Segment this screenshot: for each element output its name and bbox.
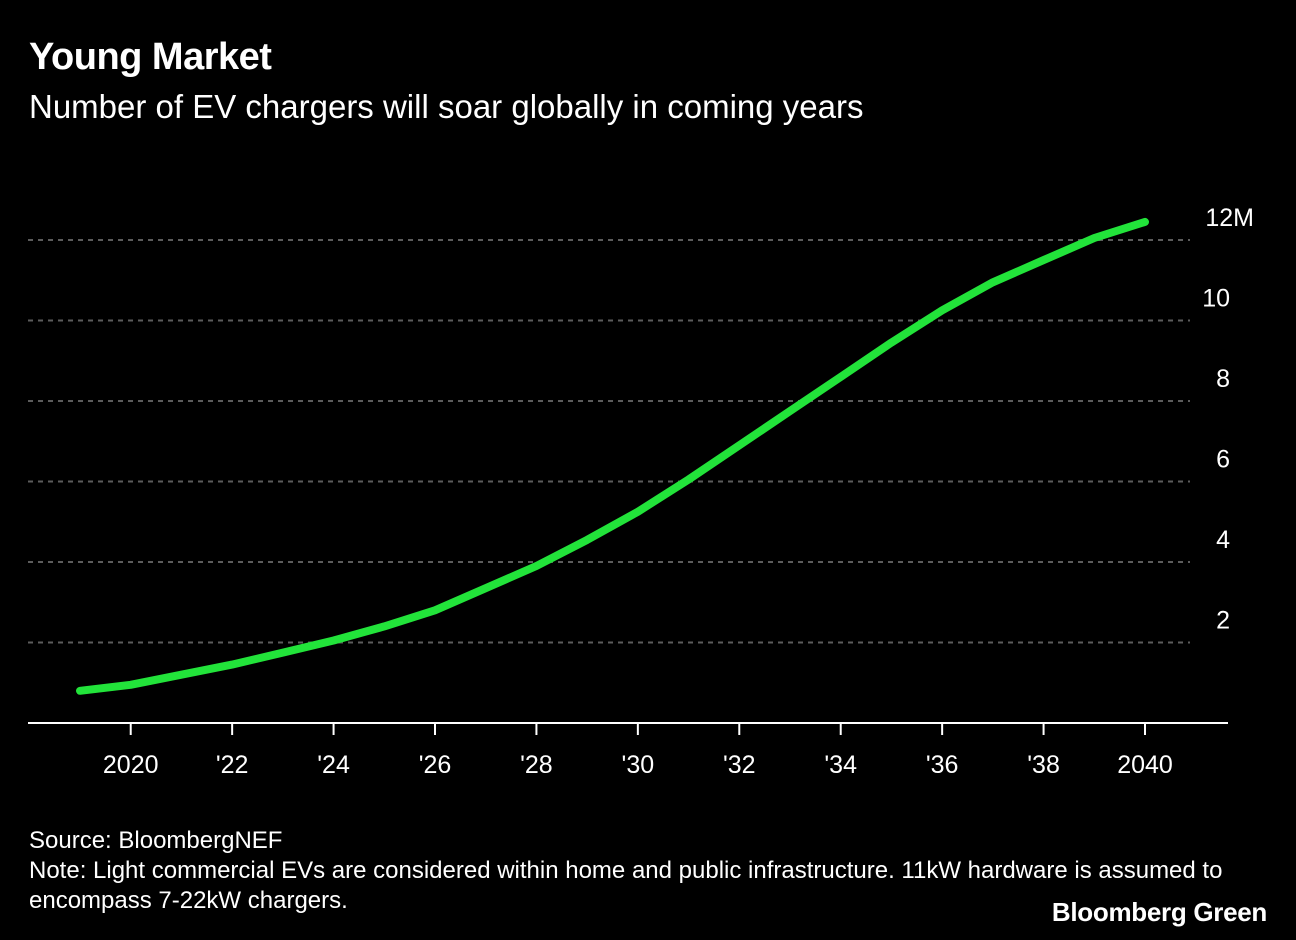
x-tick-label: 2020 xyxy=(103,751,159,779)
x-tick-label: '38 xyxy=(1027,751,1060,779)
y-tick-label: 10 xyxy=(1202,285,1230,313)
x-axis xyxy=(28,722,1228,735)
chart-title: Young Market xyxy=(29,36,272,78)
x-tick-label: '34 xyxy=(824,751,857,779)
x-tick-label: '22 xyxy=(216,751,249,779)
y-tick-label: 6 xyxy=(1216,446,1230,474)
series-line-0 xyxy=(76,217,1149,695)
x-axis-labels: 2020 '22 '24 '26 '28 '30 '32 '34 '36 '38 2040 xyxy=(103,751,1173,779)
x-tick-label: '26 xyxy=(419,751,452,779)
x-tick-label: '36 xyxy=(926,751,959,779)
note-text: Note: Light commercial EVs are considere… xyxy=(29,857,1223,914)
y-axis-labels: 2 4 6 8 10 12M xyxy=(1202,204,1254,635)
footer-notes: Source: BloombergNEF Note: Light commerc… xyxy=(29,826,1259,916)
brand-logo: Bloomberg Green xyxy=(1051,897,1267,927)
x-tick-label: 2040 xyxy=(1117,751,1173,779)
y-tick-label: 8 xyxy=(1216,365,1230,393)
x-tick-label: '30 xyxy=(622,751,655,779)
x-tick-label: '28 xyxy=(520,751,553,779)
y-tick-label: 2 xyxy=(1216,607,1230,635)
y-tick-label: 12M xyxy=(1205,204,1254,232)
grid-lines xyxy=(28,239,1190,644)
x-tick-label: '32 xyxy=(723,751,756,779)
x-tick-label: '24 xyxy=(317,751,350,779)
chart-subtitle: Number of EV chargers will soar globally… xyxy=(29,88,864,125)
source-text: Source: BloombergNEF xyxy=(29,827,283,854)
line-chart: 2 4 6 8 10 12M 2020 '22 '24 '26 '28 '30 '32 '34 '36 '3… xyxy=(28,204,1254,779)
series-layer xyxy=(76,217,1149,695)
y-tick-label: 4 xyxy=(1216,526,1230,554)
